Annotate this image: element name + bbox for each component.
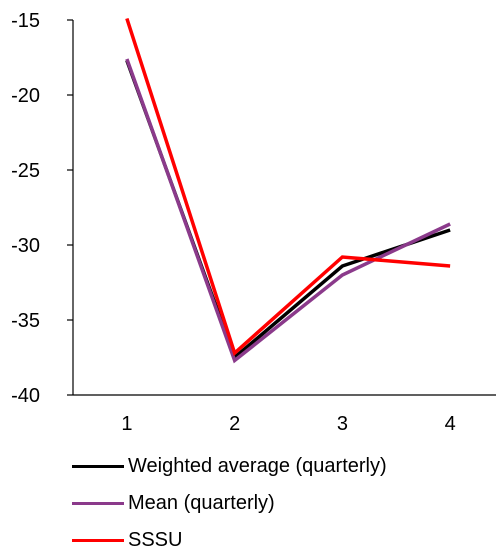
y-tick-label: -40 bbox=[11, 385, 40, 407]
x-tick-label: 3 bbox=[337, 413, 348, 435]
y-tick-label: -20 bbox=[11, 85, 40, 107]
legend-item-weighted-average: Weighted average (quarterly) bbox=[72, 448, 492, 485]
series-line-1 bbox=[125, 58, 451, 364]
series-lines bbox=[125, 17, 451, 364]
line-chart: -15 -20 -25 -30 -35 -40 1 2 3 4 bbox=[11, 10, 496, 435]
x-tick-label: 2 bbox=[229, 413, 240, 435]
legend-label-weighted-average: Weighted average (quarterly) bbox=[128, 455, 387, 477]
x-tick-label: 1 bbox=[121, 413, 132, 435]
plot-frame bbox=[67, 19, 496, 396]
legend-label-sssu: SSSU bbox=[128, 529, 183, 551]
legend-label-mean: Mean (quarterly) bbox=[128, 492, 275, 514]
legend: Weighted average (quarterly) Mean (quart… bbox=[72, 448, 492, 559]
y-tick-label: -25 bbox=[11, 160, 40, 182]
y-tick-label: -15 bbox=[11, 10, 40, 32]
y-tick-label: -30 bbox=[11, 235, 40, 257]
x-axis-ticks: 1 2 3 4 bbox=[121, 413, 455, 435]
y-tick-label: -35 bbox=[11, 310, 40, 332]
y-axis-ticks: -15 -20 -25 -30 -35 -40 bbox=[11, 10, 40, 407]
series-line-2 bbox=[125, 17, 451, 357]
legend-swatch-sssu bbox=[72, 539, 124, 542]
x-tick-label: 4 bbox=[445, 413, 456, 435]
legend-item-sssu: SSSU bbox=[72, 522, 492, 559]
legend-swatch-weighted-average bbox=[72, 465, 124, 468]
series-line-0 bbox=[125, 59, 451, 361]
legend-swatch-mean bbox=[72, 502, 124, 505]
legend-item-mean: Mean (quarterly) bbox=[72, 485, 492, 522]
